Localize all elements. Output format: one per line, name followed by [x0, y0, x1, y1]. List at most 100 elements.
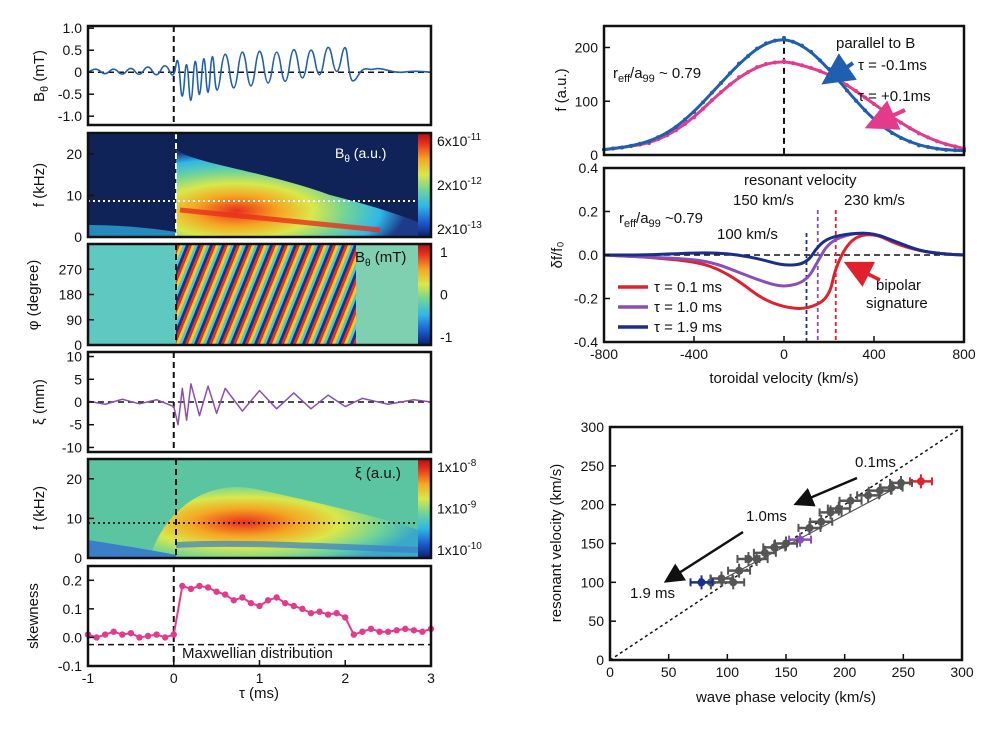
scatter-point [864, 491, 873, 500]
spec-b-ytick-label: 0 [74, 229, 82, 245]
legend-label: τ = 1.9 ms [654, 319, 722, 336]
scatter-xtick-label: 200 [833, 664, 857, 680]
dist-plus-point [917, 131, 921, 136]
dist-minus-point [863, 108, 867, 113]
dist-plus-point [773, 60, 777, 65]
spec-b-colorbar-label: 6x10-11 [437, 132, 482, 149]
phase-ytick-label: 270 [59, 261, 83, 277]
dist-minus-point [638, 141, 642, 146]
scatter-xtick-label: 100 [716, 664, 740, 680]
dist-minus-point [710, 90, 714, 95]
delta-xtick-label: -800 [590, 346, 618, 362]
skew-ytick-label: 0.1 [63, 601, 83, 617]
scatter-point [744, 555, 753, 564]
dist-minus-point [827, 67, 831, 71]
delta-signature-label: signature [866, 295, 928, 312]
spec-xi-colorbar-label: 1x10-9 [437, 500, 477, 517]
phase-ytick-label: 0 [74, 337, 82, 353]
skew-point [367, 625, 375, 633]
btheta-series-line [87, 46, 432, 102]
delta-100-label: 100 km/s [717, 226, 778, 243]
dist-minus-point [845, 88, 849, 93]
skew-point [333, 609, 340, 617]
scatter-point [875, 486, 884, 495]
dist-plus-point [719, 90, 723, 95]
panel-distribution: 200 100 0 f (a.u.) reff/a99 ~ 0.79 parallel… [553, 24, 966, 163]
scatter-ytick-label: 300 [581, 419, 605, 435]
skew-point [419, 628, 426, 635]
phase-colorbar-label: -1 [440, 329, 453, 345]
dist-minus-point [692, 110, 696, 114]
spec-b-colorbar-label: 2x10-12 [437, 176, 482, 193]
dist-plus-point [818, 69, 822, 74]
skew-point [324, 611, 332, 618]
panel-spectrogram-xi: 20 10 0 1x10-8 1x10-9 1x10-10 ξ (a.u.) f (kH… [31, 457, 482, 566]
spec-b-colorbar-label: 2x10-13 [437, 220, 482, 237]
skew-point [376, 628, 383, 635]
scatter-arrow-1 [793, 476, 858, 507]
scatter-xtick-label: 250 [892, 664, 916, 680]
dist-plus-point [953, 144, 957, 149]
dist-minus-point [926, 145, 930, 150]
scatter-point [770, 543, 779, 552]
dist-plus-point [683, 121, 687, 126]
delta-ylabel: δf/f₀ [549, 241, 566, 268]
skew-point [101, 631, 109, 638]
skew-xtick-label: -1 [82, 670, 95, 686]
dist-plus-point [764, 61, 768, 66]
skew-point [127, 629, 135, 637]
dist-plus-point [944, 142, 948, 147]
dist-plus-point [728, 82, 732, 87]
xi-series-line [87, 383, 432, 426]
xi-ytick-label: 5 [74, 371, 82, 387]
skew-ytick-label: 0.0 [63, 629, 83, 645]
dist-minus-point [944, 147, 948, 152]
dist-minus-point [836, 77, 840, 82]
delta-red-arrow [843, 261, 881, 287]
skew-xlabel: τ (ms) [239, 685, 279, 702]
legend-label: τ = 1.0 ms [654, 299, 722, 316]
dist-minus-point [818, 58, 822, 63]
scatter-point [916, 477, 925, 486]
spec-xi-colorbar-label: 1x10-10 [437, 541, 482, 558]
skew-ytick-label: 0.2 [63, 572, 83, 588]
dist-plus-point [746, 70, 750, 75]
legend-label: τ = 0.1 ms [654, 279, 722, 296]
skew-point [170, 631, 177, 638]
dist-ytick-label: 200 [575, 40, 599, 56]
dist-plus-point [782, 58, 786, 63]
skew-point [273, 594, 280, 601]
scatter-19-label: 1.9 ms [630, 585, 675, 602]
dist-ytick-label: 0 [590, 147, 598, 163]
delta-resonant-label: resonant velocity [744, 172, 857, 189]
spec-b-ytick-label: 10 [66, 187, 82, 203]
dist-tau-plus-label: τ = +0.1ms [858, 88, 931, 105]
spec-xi-ytick-label: 0 [74, 550, 82, 566]
delta-230-label: 230 km/s [844, 192, 905, 209]
scatter-01-label: 0.1ms [855, 454, 896, 471]
dist-plus-point [845, 83, 849, 88]
dist-minus-point [935, 146, 939, 151]
scatter-ytick-label: 200 [581, 497, 605, 513]
panel-spectrogram-btheta: 20 10 0 6x10-11 2x10-12 2x10-13 Bθ (a.u.) f … [31, 131, 482, 245]
scatter-ylabel: resonant velocity (km/s) [548, 464, 565, 622]
scatter-point [796, 535, 805, 544]
btheta-ytick-label: -0.5 [58, 86, 82, 102]
spec-xi-inner-label: ξ (a.u.) [355, 465, 401, 482]
spec-b-ylabel: f (kHz) [31, 163, 48, 207]
btheta-ylabel: Bθ (mT) [31, 50, 51, 102]
skew-point [350, 631, 358, 638]
spec-xi-ytick-label: 10 [66, 510, 82, 526]
xi-ytick-label: -10 [62, 439, 82, 455]
scatter-xtick-label: 50 [661, 664, 677, 680]
delta-xlabel: toroidal velocity (km/s) [709, 370, 858, 387]
dist-minus-point [881, 124, 885, 129]
skew-xtick-label: 2 [341, 670, 349, 686]
dist-minus-point [683, 117, 687, 122]
skew-point [230, 597, 237, 604]
skew-point [384, 628, 392, 635]
dist-minus-point [764, 41, 768, 46]
dist-minus-point [665, 130, 669, 135]
dist-pink-arrow [864, 100, 906, 130]
